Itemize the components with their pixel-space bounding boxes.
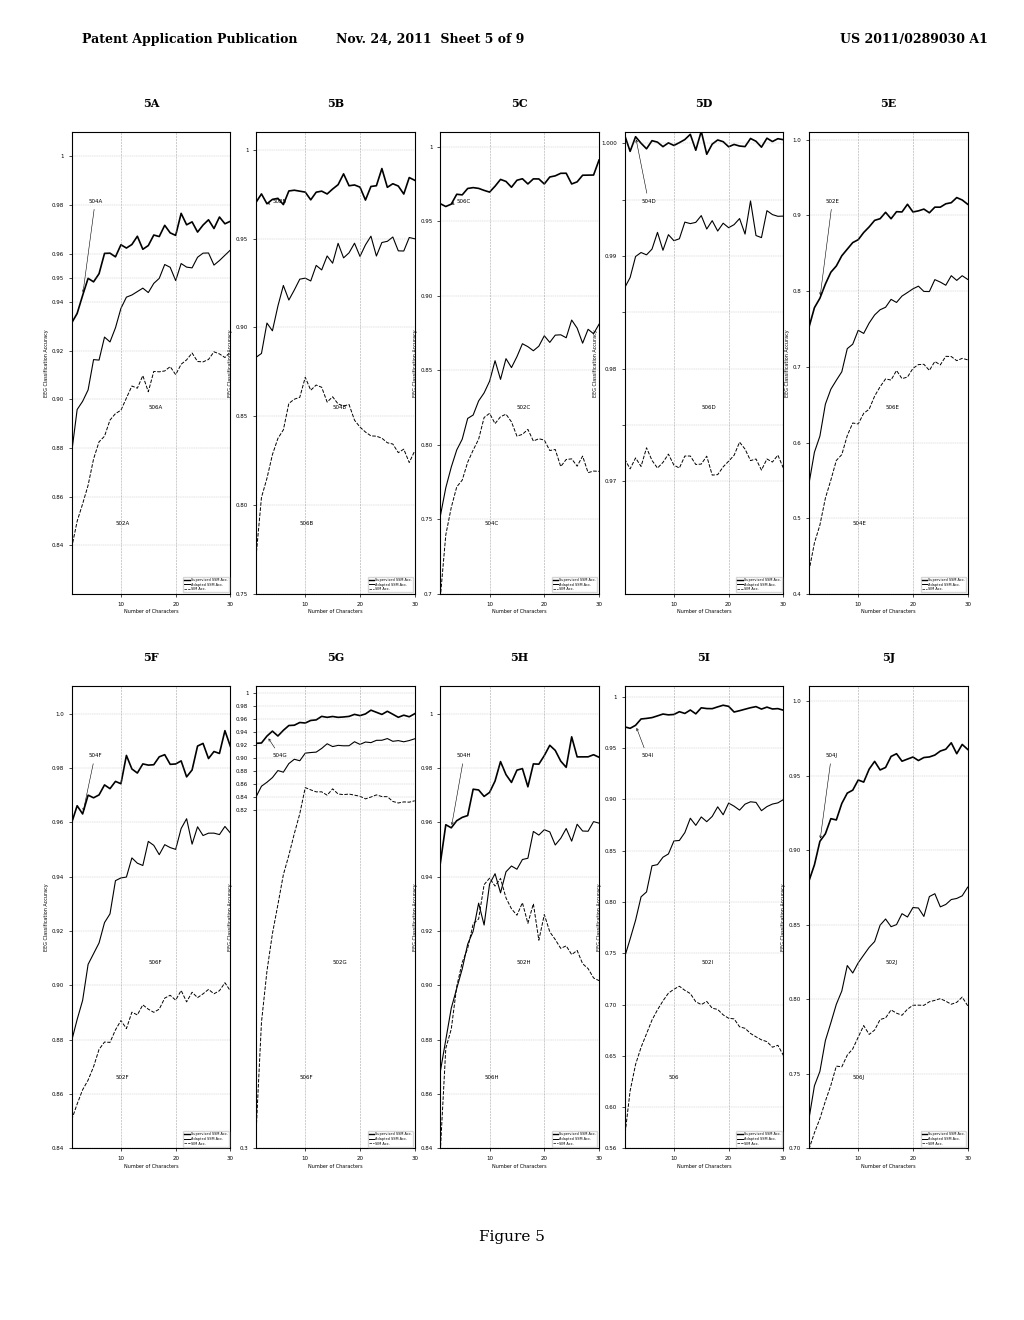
Text: 506C: 506C: [452, 199, 471, 205]
Legend: Supervised SSM Acc., Adapted SSM Acc., SIM Acc.: Supervised SSM Acc., Adapted SSM Acc., S…: [183, 1131, 228, 1147]
Title: 5J: 5J: [882, 652, 895, 664]
Title: 5B: 5B: [327, 98, 344, 110]
X-axis label: Number of Characters: Number of Characters: [124, 1164, 178, 1168]
Text: 506J: 506J: [853, 1074, 865, 1080]
Text: 504I: 504I: [637, 729, 653, 758]
Text: 506D: 506D: [701, 405, 716, 411]
Title: 5E: 5E: [881, 98, 896, 110]
Text: 502I: 502I: [701, 960, 714, 965]
X-axis label: Number of Characters: Number of Characters: [308, 610, 362, 614]
X-axis label: Number of Characters: Number of Characters: [493, 1164, 547, 1168]
Text: 502J: 502J: [886, 960, 898, 965]
Y-axis label: EEG Classification Accuracy: EEG Classification Accuracy: [784, 329, 790, 397]
Legend: Supervised SSM Acc., Adapted SSM Acc., SIM Acc.: Supervised SSM Acc., Adapted SSM Acc., S…: [921, 1131, 966, 1147]
Legend: Supervised SSM Acc., Adapted SSM Acc., SIM Acc.: Supervised SSM Acc., Adapted SSM Acc., S…: [552, 577, 597, 593]
Title: 5H: 5H: [511, 652, 528, 664]
Legend: Supervised SSM Acc., Adapted SSM Acc., SIM Acc.: Supervised SSM Acc., Adapted SSM Acc., S…: [921, 577, 966, 593]
Legend: Supervised SSM Acc., Adapted SSM Acc., SIM Acc.: Supervised SSM Acc., Adapted SSM Acc., S…: [368, 1131, 413, 1147]
Title: 5C: 5C: [511, 98, 528, 110]
Text: 502E: 502E: [819, 199, 840, 294]
Text: 504E: 504E: [853, 520, 866, 525]
Text: 502A: 502A: [116, 520, 130, 525]
Title: 5D: 5D: [695, 98, 713, 110]
Text: 506F: 506F: [148, 960, 162, 965]
Text: 506B: 506B: [300, 520, 314, 525]
Legend: Supervised SSM Acc., Adapted SSM Acc., SIM Acc.: Supervised SSM Acc., Adapted SSM Acc., S…: [552, 1131, 597, 1147]
X-axis label: Number of Characters: Number of Characters: [493, 610, 547, 614]
Legend: Supervised SSM Acc., Adapted SSM Acc., SIM Acc.: Supervised SSM Acc., Adapted SSM Acc., S…: [736, 577, 781, 593]
Y-axis label: EEG Classification Accuracy: EEG Classification Accuracy: [781, 883, 786, 952]
Y-axis label: EEG Classification Accuracy: EEG Classification Accuracy: [413, 329, 418, 397]
Text: 502B: 502B: [267, 199, 287, 205]
X-axis label: Number of Characters: Number of Characters: [124, 610, 178, 614]
Y-axis label: EEG Classification Accuracy: EEG Classification Accuracy: [594, 329, 598, 397]
Text: 506F: 506F: [300, 1074, 313, 1080]
Legend: Supervised SSM Acc., Adapted SSM Acc., SIM Acc.: Supervised SSM Acc., Adapted SSM Acc., S…: [736, 1131, 781, 1147]
Text: 506: 506: [669, 1074, 679, 1080]
Y-axis label: EEG Classification Accuracy: EEG Classification Accuracy: [597, 883, 602, 952]
X-axis label: Number of Characters: Number of Characters: [677, 1164, 731, 1168]
Text: Figure 5: Figure 5: [479, 1230, 545, 1243]
Text: 504B: 504B: [333, 405, 347, 411]
X-axis label: Number of Characters: Number of Characters: [861, 1164, 915, 1168]
Title: 5F: 5F: [143, 652, 159, 664]
Text: 504G: 504G: [269, 739, 287, 758]
Text: 504D: 504D: [636, 140, 655, 203]
Text: 506E: 506E: [886, 405, 899, 411]
Text: 504J: 504J: [819, 754, 838, 838]
Text: 502H: 502H: [517, 960, 531, 965]
Legend: Supervised SSM Acc., Adapted SSM Acc., SIM Acc.: Supervised SSM Acc., Adapted SSM Acc., S…: [183, 577, 228, 593]
Y-axis label: EEG Classification Accuracy: EEG Classification Accuracy: [413, 883, 418, 952]
Text: 504A: 504A: [82, 199, 102, 292]
Y-axis label: EEG Classification Accuracy: EEG Classification Accuracy: [228, 329, 233, 397]
Y-axis label: EEG Classification Accuracy: EEG Classification Accuracy: [44, 883, 49, 952]
Text: Nov. 24, 2011  Sheet 5 of 9: Nov. 24, 2011 Sheet 5 of 9: [336, 33, 524, 46]
X-axis label: Number of Characters: Number of Characters: [308, 1164, 362, 1168]
X-axis label: Number of Characters: Number of Characters: [861, 610, 915, 614]
Title: 5I: 5I: [697, 652, 711, 664]
Text: 504F: 504F: [83, 754, 101, 810]
Text: Patent Application Publication: Patent Application Publication: [82, 33, 297, 46]
X-axis label: Number of Characters: Number of Characters: [677, 610, 731, 614]
Text: US 2011/0289030 A1: US 2011/0289030 A1: [840, 33, 987, 46]
Title: 5G: 5G: [327, 652, 344, 664]
Y-axis label: EEG Classification Accuracy: EEG Classification Accuracy: [228, 883, 233, 952]
Text: 502G: 502G: [333, 960, 347, 965]
Title: 5A: 5A: [143, 98, 159, 110]
Text: 506A: 506A: [148, 405, 163, 411]
Y-axis label: EEG Classification Accuracy: EEG Classification Accuracy: [44, 329, 49, 397]
Legend: Supervised SSM Acc., Adapted SSM Acc., SIM Acc.: Supervised SSM Acc., Adapted SSM Acc., S…: [368, 577, 413, 593]
Text: 504C: 504C: [484, 520, 499, 525]
Text: 504H: 504H: [452, 754, 471, 825]
Text: 502C: 502C: [517, 405, 531, 411]
Text: 506H: 506H: [484, 1074, 499, 1080]
Text: 502F: 502F: [116, 1074, 129, 1080]
